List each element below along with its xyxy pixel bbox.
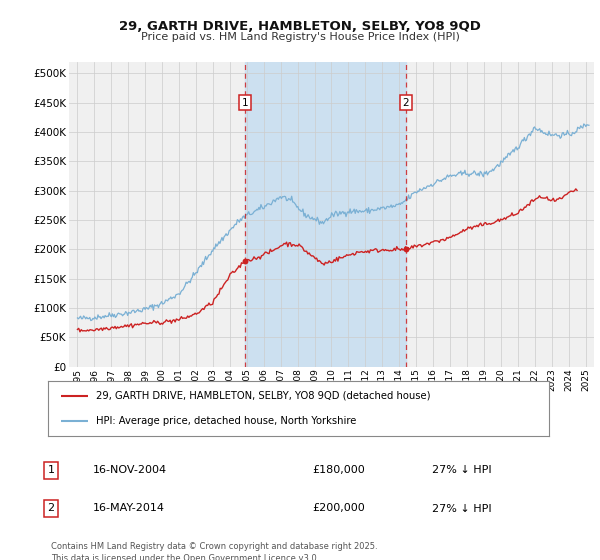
- Text: 2: 2: [403, 97, 409, 108]
- Text: 27% ↓ HPI: 27% ↓ HPI: [432, 465, 491, 475]
- Text: 16-MAY-2014: 16-MAY-2014: [93, 503, 165, 514]
- Text: 29, GARTH DRIVE, HAMBLETON, SELBY, YO8 9QD (detached house): 29, GARTH DRIVE, HAMBLETON, SELBY, YO8 9…: [95, 391, 430, 400]
- Point: [240, 256, 250, 265]
- Text: £200,000: £200,000: [312, 503, 365, 514]
- Text: 27% ↓ HPI: 27% ↓ HPI: [432, 503, 491, 514]
- Point: [401, 245, 410, 254]
- Text: 29, GARTH DRIVE, HAMBLETON, SELBY, YO8 9QD: 29, GARTH DRIVE, HAMBLETON, SELBY, YO8 9…: [119, 20, 481, 32]
- Text: Price paid vs. HM Land Registry's House Price Index (HPI): Price paid vs. HM Land Registry's House …: [140, 32, 460, 43]
- Text: Contains HM Land Registry data © Crown copyright and database right 2025.
This d: Contains HM Land Registry data © Crown c…: [51, 542, 377, 560]
- Text: HPI: Average price, detached house, North Yorkshire: HPI: Average price, detached house, Nort…: [95, 416, 356, 426]
- Text: 2: 2: [47, 503, 55, 514]
- Bar: [245, 62, 406, 367]
- Text: 1: 1: [47, 465, 55, 475]
- Text: 1: 1: [241, 97, 248, 108]
- Text: £180,000: £180,000: [312, 465, 365, 475]
- Text: 16-NOV-2004: 16-NOV-2004: [93, 465, 167, 475]
